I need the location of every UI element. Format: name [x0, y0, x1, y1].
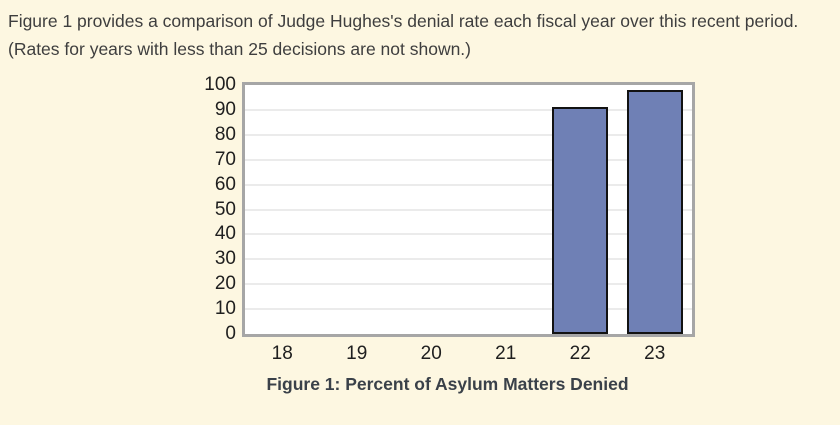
y-axis-labels: 0 10 20 30 40 50 60 70 80 90 100	[200, 74, 242, 344]
x-tick-label: 20	[420, 343, 442, 364]
y-tick-label: 100	[204, 74, 236, 95]
gridline	[245, 183, 692, 186]
gridline	[245, 233, 692, 236]
x-axis-labels: 18 19 20 21 22 23	[242, 340, 695, 367]
x-tick-label: 22	[569, 343, 591, 364]
y-tick-label: 50	[214, 198, 236, 220]
bar-fy23	[626, 89, 683, 334]
y-tick-label: 70	[214, 148, 236, 170]
x-tick-label: 23	[644, 343, 666, 364]
intro-paragraph: Figure 1 provides a comparison of Judge …	[8, 11, 799, 59]
bar-fy22	[552, 107, 609, 334]
gridline	[245, 208, 692, 211]
y-tick-label: 20	[214, 273, 236, 295]
y-tick-label: 80	[214, 123, 236, 145]
gridline	[245, 108, 692, 111]
y-tick-label: 60	[214, 173, 236, 195]
figure-1: 0 10 20 30 40 50 60 70 80 90 100 18 19 20 21 22 23 Figu…	[200, 74, 840, 395]
plot-area	[242, 82, 695, 337]
gridline	[245, 283, 692, 286]
x-tick-label: 19	[346, 343, 368, 364]
gridline	[245, 133, 692, 136]
gridline	[245, 308, 692, 311]
y-tick-label: 30	[214, 248, 236, 270]
y-tick-label: 0	[225, 323, 236, 344]
gridline	[245, 158, 692, 161]
gridline	[245, 258, 692, 261]
y-tick-label: 40	[214, 223, 236, 245]
chart-row: 0 10 20 30 40 50 60 70 80 90 100	[200, 74, 840, 344]
x-tick-label: 18	[271, 343, 293, 364]
figure-caption: Figure 1: Percent of Asylum Matters Deni…	[266, 374, 629, 394]
y-tick-label: 90	[214, 98, 236, 120]
document-page: Figure 1 provides a comparison of Judge …	[8, 11, 840, 395]
x-tick-label: 21	[495, 343, 517, 364]
y-tick-label: 10	[214, 298, 236, 320]
